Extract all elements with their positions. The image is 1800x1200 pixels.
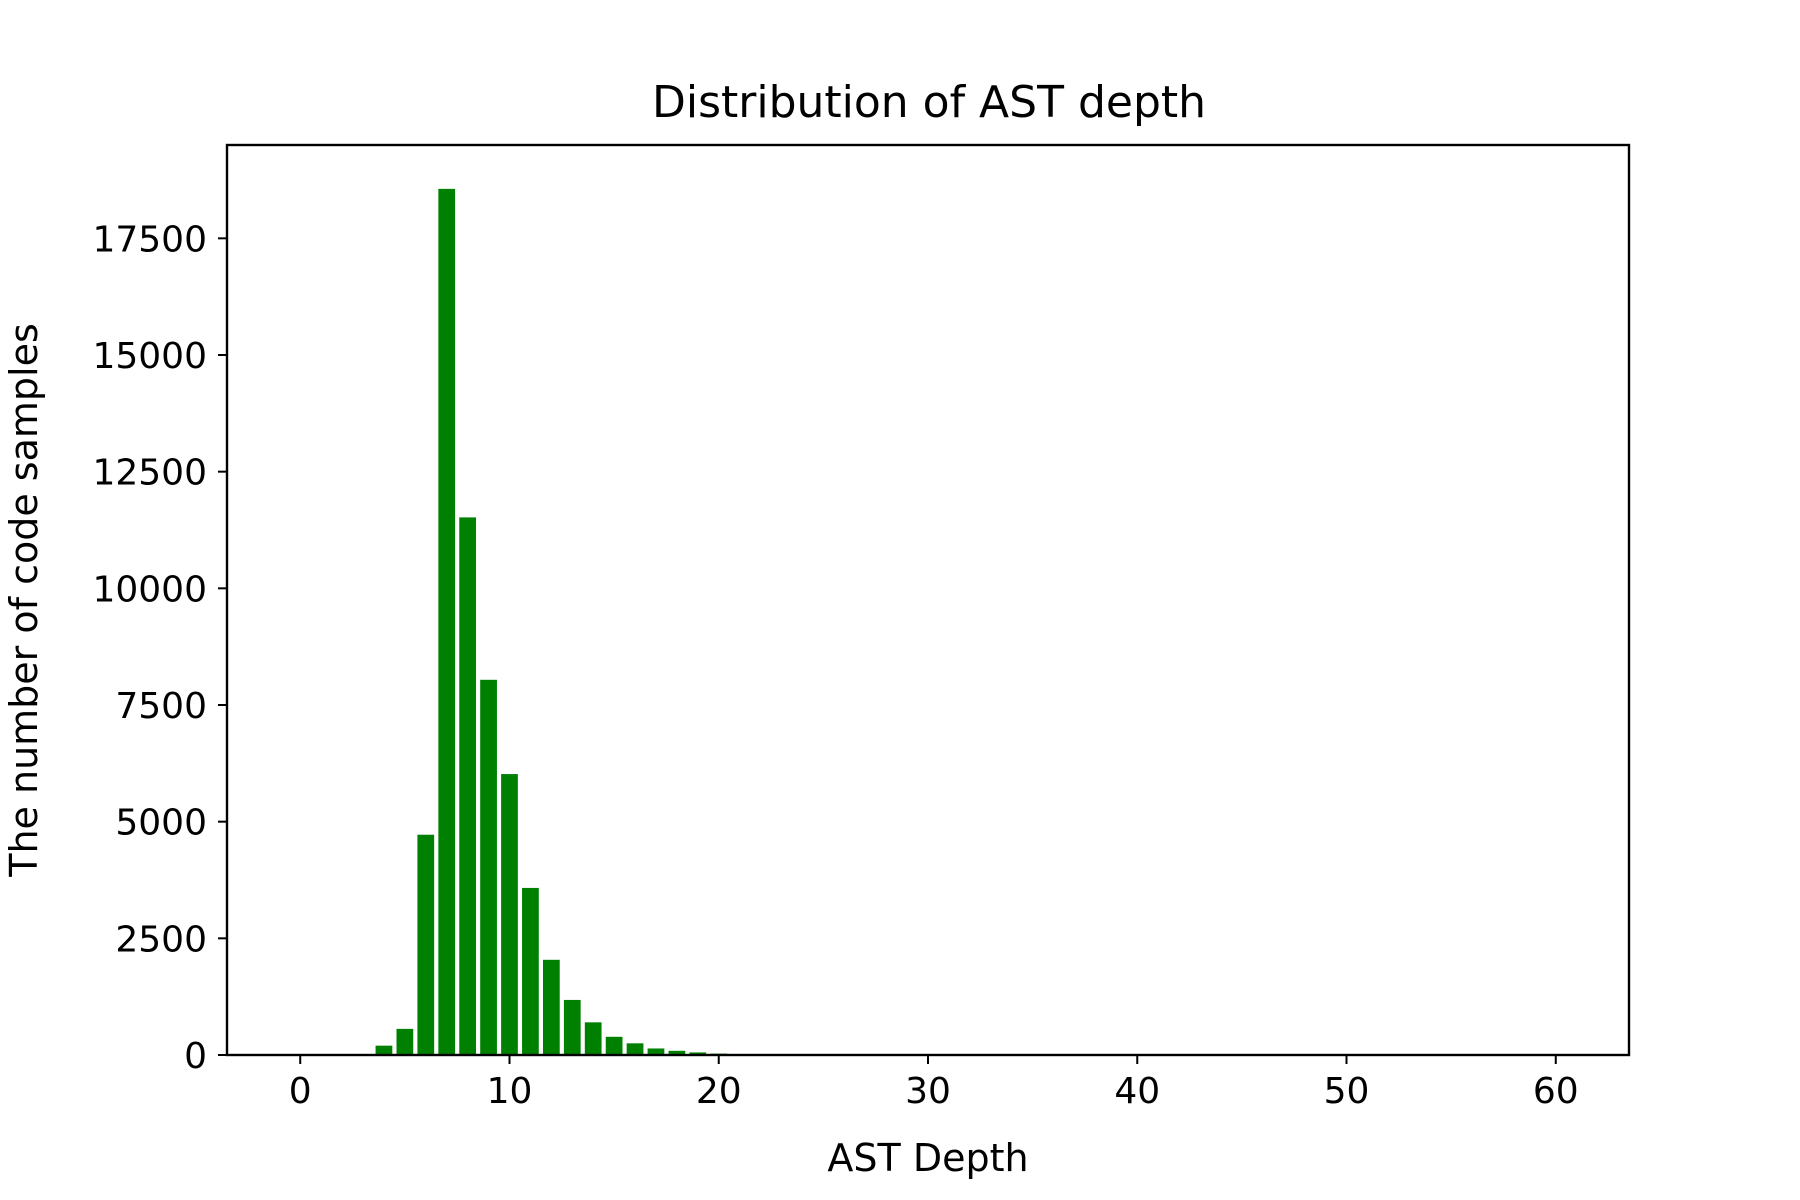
x-tick-label: 50 [1324, 1071, 1370, 1112]
y-tick-label: 17500 [92, 219, 207, 260]
bar-depth-16 [626, 1043, 644, 1055]
bar-depth-5 [396, 1028, 414, 1055]
bar-depth-8 [459, 517, 477, 1055]
x-tick-label: 30 [905, 1071, 951, 1112]
y-tick-label: 12500 [92, 453, 207, 494]
x-tick-label: 10 [487, 1071, 533, 1112]
bar-depth-15 [605, 1036, 623, 1055]
y-tick-label: 7500 [115, 686, 207, 727]
chart-title: Distribution of AST depth [652, 77, 1206, 128]
plot-frame [225, 143, 1631, 1057]
y-tick-label: 0 [184, 1036, 207, 1077]
bar-depth-12 [542, 959, 560, 1055]
y-tick-label: 2500 [115, 919, 207, 960]
y-tick-label: 5000 [115, 803, 207, 844]
bar-depth-11 [522, 887, 539, 1055]
bar-depth-17 [647, 1048, 665, 1055]
x-tick-label: 20 [696, 1071, 742, 1112]
x-tick-label: 60 [1533, 1071, 1579, 1112]
bars-group [375, 188, 790, 1055]
x-ticks-group: 0 10 20 30 40 50 60 [289, 1055, 1579, 1112]
bar-depth-19 [689, 1052, 707, 1055]
y-axis-label: The number of code samples [2, 323, 46, 878]
bar-depth-10 [501, 774, 518, 1055]
y-ticks-group: 0 2500 5000 7500 10000 12500 15000 17500 [92, 219, 227, 1077]
x-axis-label: AST Depth [827, 1136, 1028, 1180]
bar-depth-13 [563, 999, 581, 1055]
bar-depth-18 [668, 1050, 686, 1055]
x-tick-label: 0 [289, 1071, 312, 1112]
y-tick-label: 15000 [92, 336, 207, 377]
y-tick-label: 10000 [92, 569, 207, 610]
bar-depth-9 [480, 679, 497, 1055]
bar-depth-14 [584, 1022, 602, 1055]
bar-depth-6 [417, 834, 435, 1055]
bar-depth-7 [438, 188, 456, 1055]
bar-depth-4 [375, 1045, 393, 1055]
x-tick-label: 40 [1114, 1071, 1160, 1112]
